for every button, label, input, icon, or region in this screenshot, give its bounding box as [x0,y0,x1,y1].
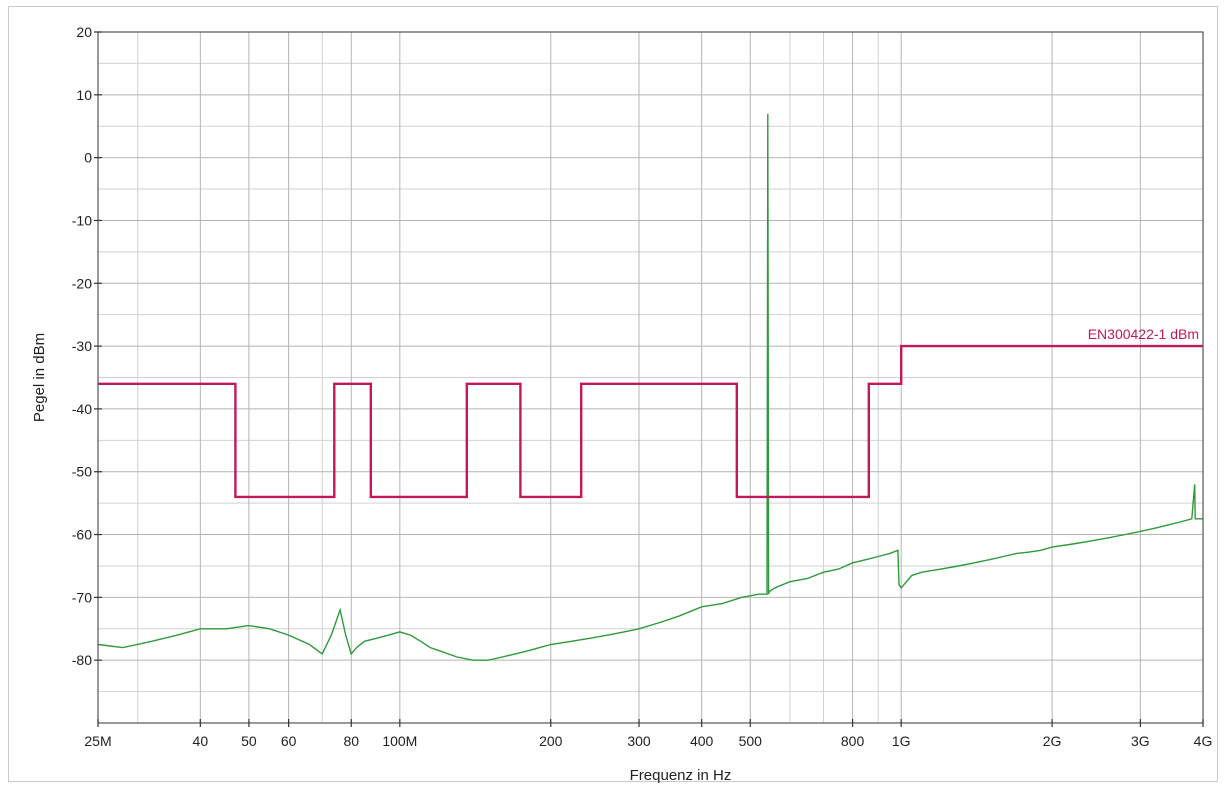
x-tick-label: 300 [627,733,651,749]
x-tick-label: 60 [281,733,297,749]
measurement-series [97,113,1203,661]
x-tick-label: 1G [892,733,911,749]
y-tick-label: -70 [72,589,92,605]
y-tick-labels: 20 10 0 -10 -20 -30 -40 -50 -60 -70 -80 [72,24,92,668]
plot-area-border [97,31,1204,724]
x-tick-label: 50 [241,733,257,749]
x-axis-title: Frequenz in Hz [630,767,732,784]
x-tick-labels: 25M 40 50 60 80 100M 200 300 400 500 800 1G 2G 3G 4G [84,733,1212,749]
y-tick-label: -80 [72,652,92,668]
x-tick-label: 400 [690,733,714,749]
y-tick-label: -10 [72,212,92,228]
series-layer [97,113,1203,661]
y-tick-label: -40 [72,401,92,417]
x-tick-label: 500 [739,733,763,749]
y-tick-label: -20 [72,275,92,291]
x-tick-label: 3G [1131,733,1150,749]
x-tick-label: 800 [841,733,865,749]
y-tick-label: 20 [76,24,92,40]
y-tick-label: 10 [76,87,92,103]
y-tick-label: -30 [72,338,92,354]
x-tick-label: 2G [1043,733,1062,749]
x-tick-label: 40 [193,733,209,749]
x-tick-label: 25M [84,733,111,749]
limit-line-series [98,344,1203,499]
x-tick-label: 80 [343,733,359,749]
y-tick-label: 0 [84,150,92,166]
tick-marks [94,31,1204,727]
x-tick-label: 4G [1194,733,1213,749]
x-tick-label: 200 [539,733,563,749]
minor-gridlines [98,32,1203,723]
x-tick-label: 100M [382,733,417,749]
y-tick-label: -50 [72,464,92,480]
y-axis-title: Pegel in dBm [31,333,48,422]
chart-frame [8,6,1218,782]
limit-line-label: EN300422-1 dBm [1088,326,1199,342]
y-tick-label: -60 [72,527,92,543]
